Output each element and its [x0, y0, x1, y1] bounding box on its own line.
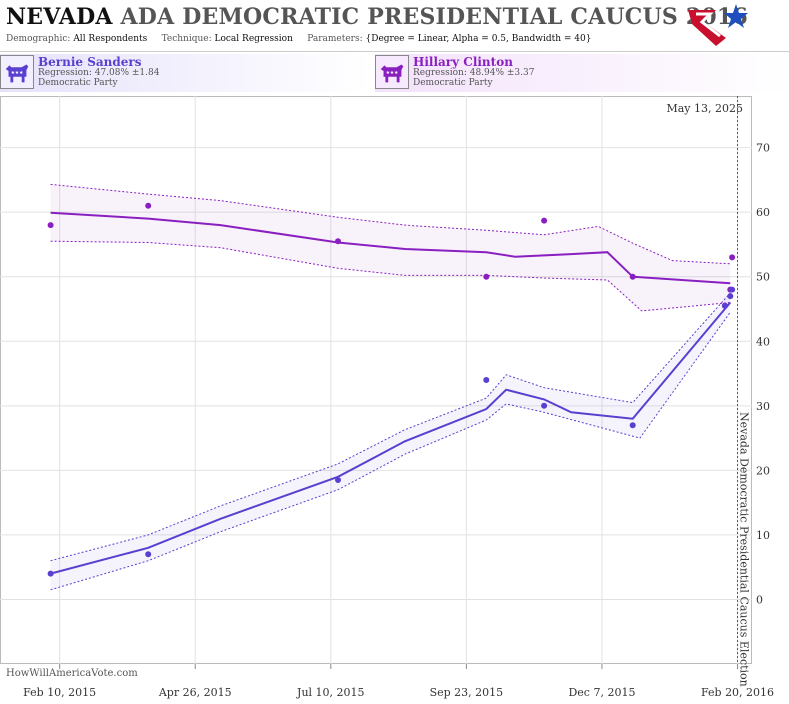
svg-text:★★★: ★★★ — [386, 70, 399, 76]
x-tick-label: Feb 10, 2015 — [23, 686, 96, 699]
trend-lines — [50, 211, 732, 575]
y-tick-label: 10 — [756, 529, 770, 542]
technique-value: Local Regression — [214, 34, 293, 44]
title-rest: ADA DEMOCRATIC PRESIDENTIAL CAUCUS 2016 — [120, 4, 748, 30]
candidate-party: Democratic Party — [38, 78, 118, 88]
poll-point — [47, 570, 54, 577]
axes: 0 10 20 30 40 50 60 70 Feb 10, 2015 Apr 26, 2015 J… — [23, 142, 774, 699]
candidate-card-sanders[interactable]: ★★★ Bernie Sanders Regression: 47.08% ±1… — [0, 54, 370, 92]
poll-point — [729, 254, 736, 261]
x-tick-label: Feb 20, 2016 — [701, 686, 774, 699]
y-tick-label: 20 — [756, 464, 770, 477]
poll-point — [483, 377, 490, 383]
header-divider — [0, 51, 789, 52]
poll-point — [541, 217, 548, 224]
confidence-bands — [50, 183, 731, 591]
technique-label: Technique: — [161, 34, 212, 44]
upper-bound-line — [50, 292, 731, 562]
parameters-line: Demographic: All Respondents Technique: … — [6, 34, 591, 44]
y-tick-label: 70 — [756, 142, 770, 155]
poll-points — [47, 202, 736, 577]
trend-line — [50, 211, 731, 285]
candidate-card-clinton[interactable]: ★★★ Hillary Clinton Regression: 48.94% ±… — [375, 54, 789, 92]
lower-bound-line — [50, 311, 731, 591]
y-tick-label: 40 — [756, 335, 770, 348]
donkey-icon: ★★★ — [375, 55, 409, 89]
candidate-name: Bernie Sanders — [38, 55, 142, 69]
poll-point — [541, 402, 548, 409]
candidate-party: Democratic Party — [413, 78, 493, 88]
poll-point — [145, 551, 152, 558]
watermark[interactable]: HowWillAmericaVote.com — [6, 668, 138, 679]
x-tick-label: Dec 7, 2015 — [568, 686, 635, 699]
grid — [0, 96, 752, 664]
date-label: May 13, 2025 — [666, 102, 743, 115]
demographic-value: All Respondents — [73, 34, 148, 44]
page-title: NEVADA ADA DEMOCRATIC PRESIDENTIAL CAUCU… — [6, 4, 748, 30]
title-state: NEVADA — [6, 4, 113, 30]
x-tick-label: Jul 10, 2015 — [296, 686, 365, 699]
svg-text:★★★: ★★★ — [11, 70, 24, 76]
donkey-icon: ★★★ — [0, 55, 34, 89]
y-tick-label: 60 — [756, 206, 770, 219]
y-tick-label: 0 — [756, 593, 763, 606]
x-tick-label: Apr 26, 2015 — [158, 686, 232, 699]
candidate-name: Hillary Clinton — [413, 55, 513, 69]
trend-line — [50, 301, 732, 575]
poll-point — [335, 477, 341, 483]
poll-point — [727, 293, 734, 300]
event-label: Nevada Democratic Presidential Caucus El… — [738, 412, 751, 687]
poll-point — [483, 273, 490, 280]
candidate-regression: Regression: 48.94% ±3.37 — [413, 68, 535, 78]
x-tick-label: Sep 23, 2015 — [430, 686, 504, 699]
poll-point — [335, 238, 341, 245]
poll-point — [629, 273, 636, 280]
parameters-value: {Degree = Linear, Alpha = 0.5, Bandwidth… — [365, 34, 592, 44]
confidence-band — [50, 292, 731, 590]
parameters-label: Parameters: — [307, 34, 363, 44]
poll-point — [729, 286, 736, 293]
demographic-label: Demographic: — [6, 34, 71, 44]
poll-point — [721, 302, 728, 309]
candidate-regression: Regression: 47.08% ±1.84 — [38, 68, 160, 78]
lower-bound-line — [50, 240, 731, 312]
y-tick-label: 50 — [756, 271, 770, 284]
y-tick-label: 30 — [756, 400, 770, 413]
poll-point — [629, 422, 636, 429]
poll-point — [47, 222, 54, 229]
site-logo-icon[interactable] — [686, 2, 750, 50]
poll-point — [145, 202, 152, 209]
plot-frame — [0, 96, 752, 664]
